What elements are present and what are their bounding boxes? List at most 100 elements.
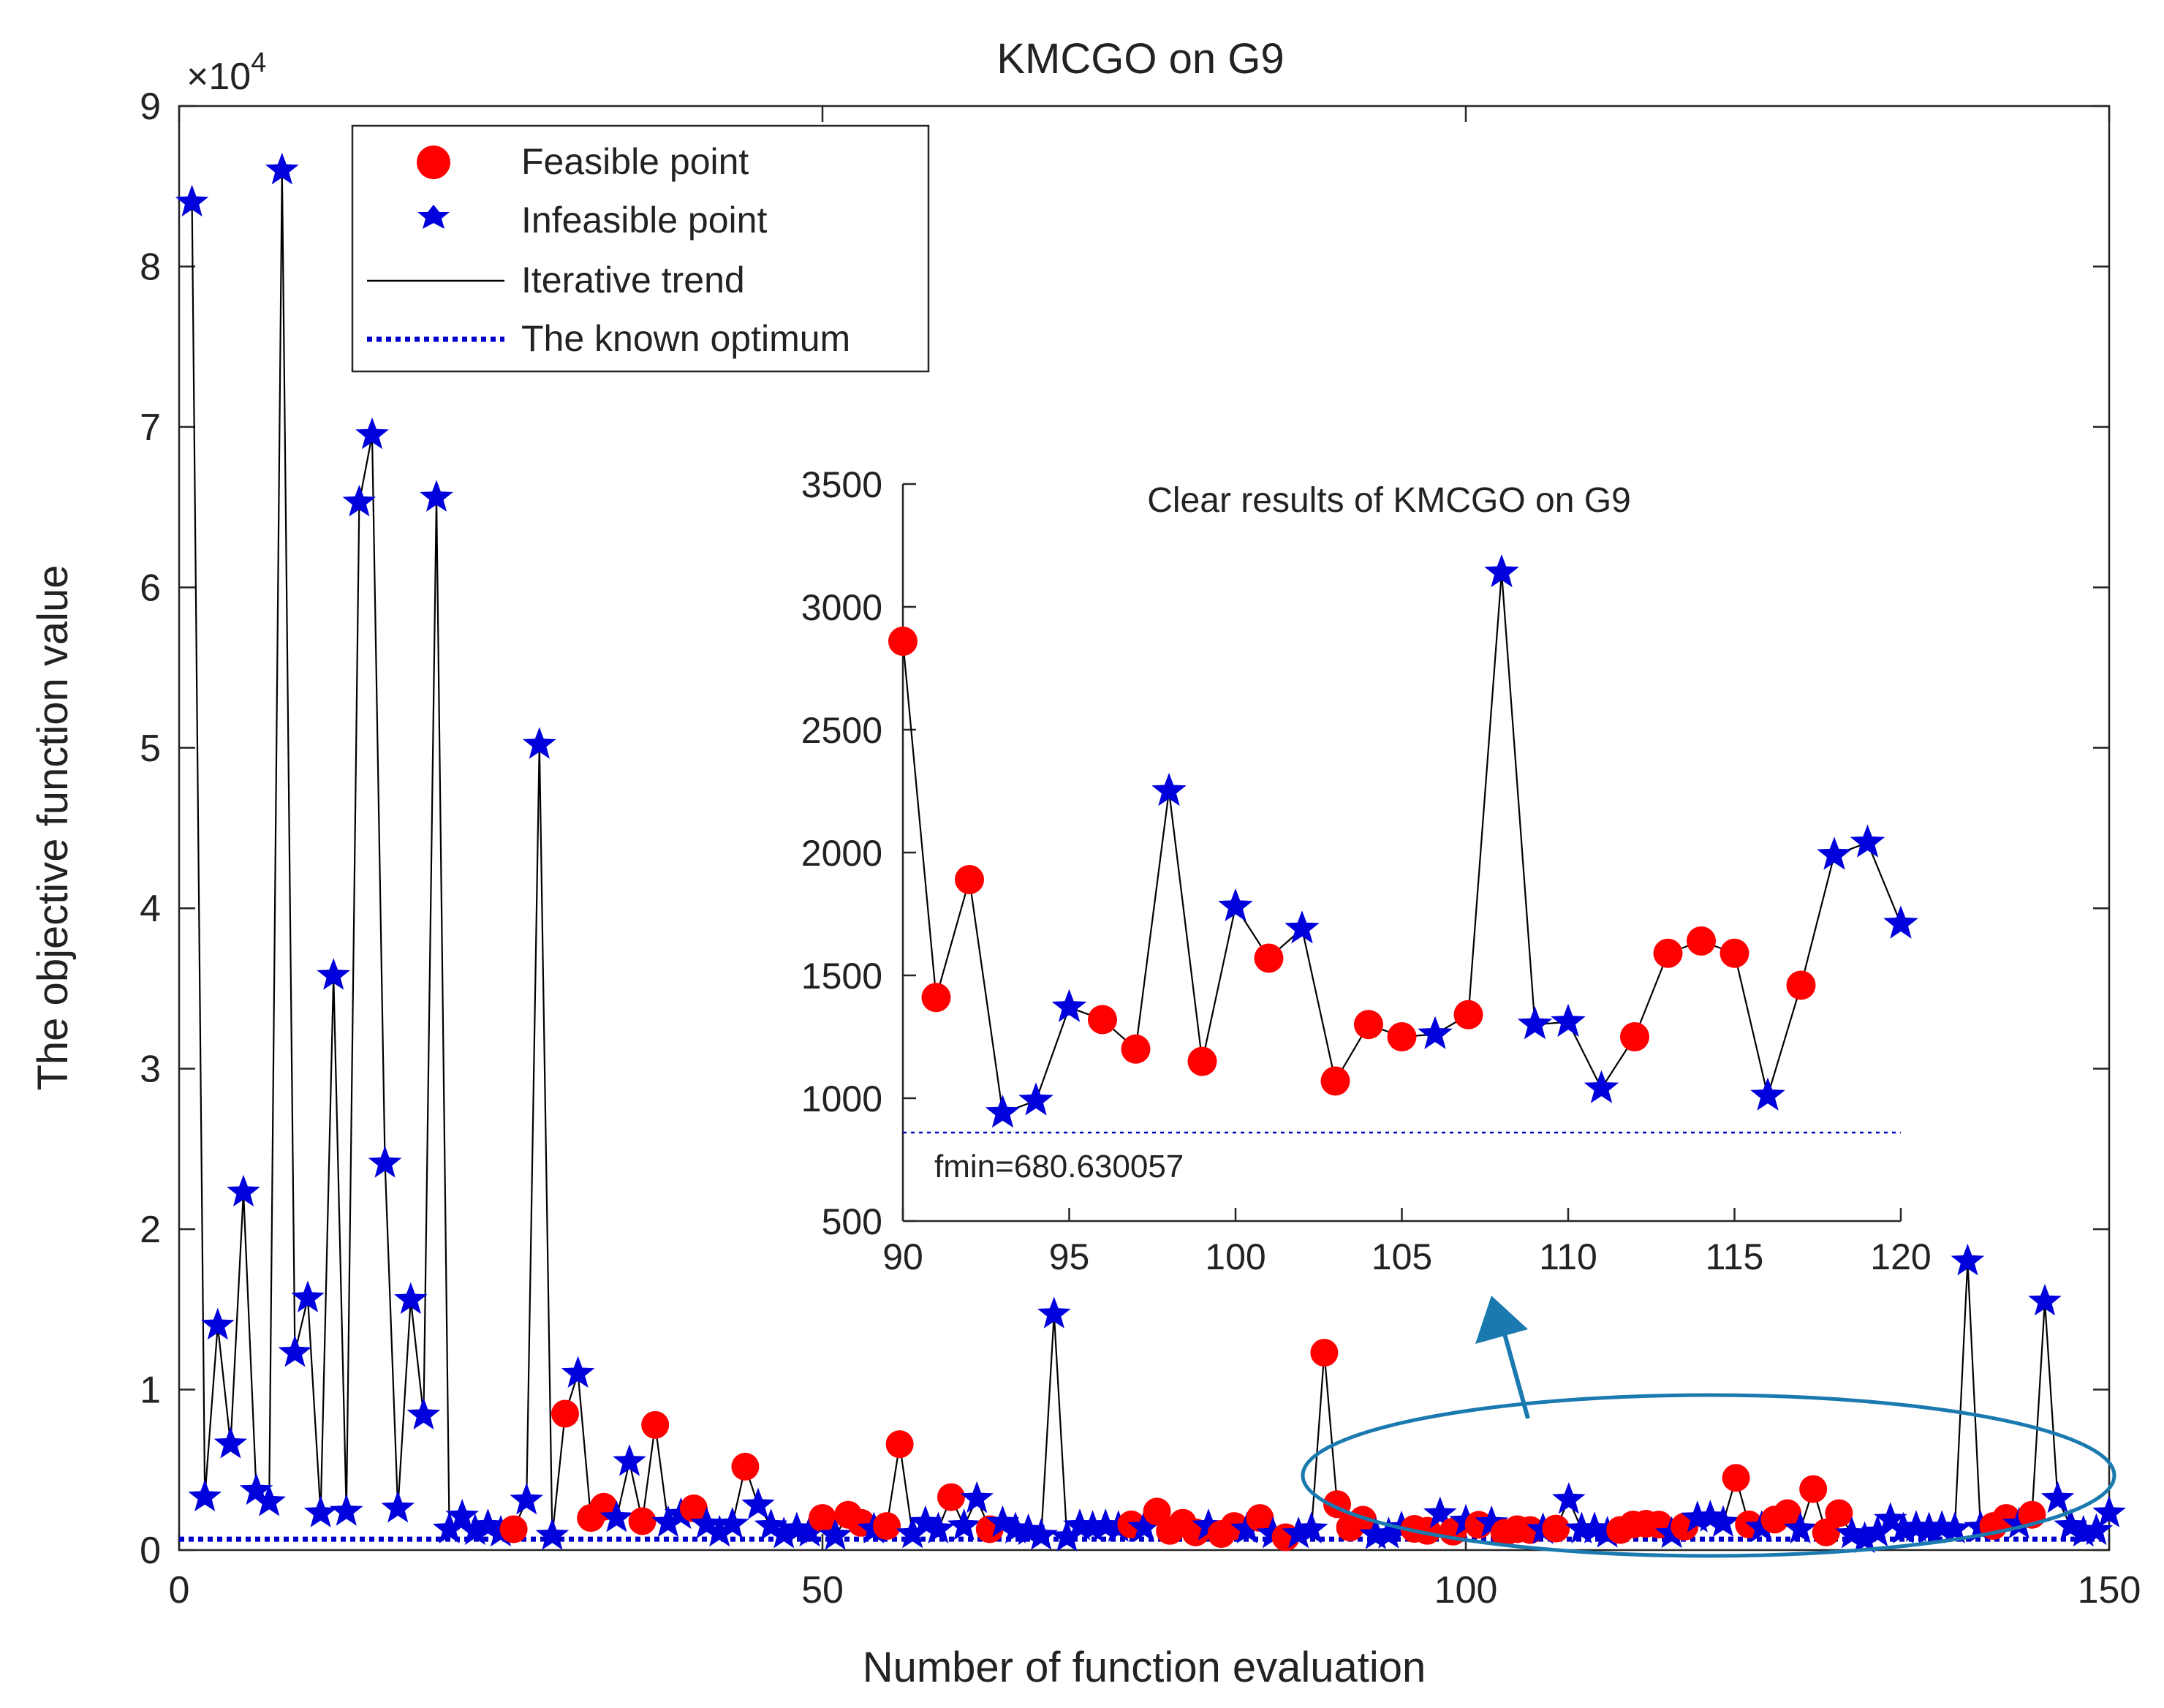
main-y-tick-label: 7 — [140, 407, 161, 449]
infeasible-point — [291, 1280, 325, 1312]
fmin-annotation: fmin=680.630057 — [934, 1149, 1184, 1184]
main-y-tick-label: 6 — [140, 567, 161, 609]
inset-x-tick-label: 90 — [882, 1236, 923, 1277]
infeasible-point — [1192, 1508, 1225, 1541]
inset-x-tick-label: 110 — [1539, 1236, 1597, 1277]
infeasible-point — [985, 1505, 1020, 1538]
infeasible-point — [1075, 1510, 1110, 1542]
inset-x-tick-label: 120 — [1870, 1236, 1931, 1277]
infeasible-point — [1475, 1505, 1508, 1538]
infeasible-point — [1230, 1511, 1264, 1543]
infeasible-point — [213, 1427, 248, 1459]
main-y-tick-label: 4 — [140, 888, 161, 930]
infeasible-point — [909, 1505, 942, 1538]
infeasible-point — [754, 1508, 788, 1541]
main-y-tick-label: 0 — [140, 1530, 161, 1572]
feasible-point — [873, 1512, 901, 1541]
legend-infeasible-marker — [417, 205, 450, 229]
inset-feasible-point — [888, 627, 918, 657]
infeasible-point — [1861, 1514, 1894, 1547]
main-x-tick-label: 100 — [1434, 1569, 1498, 1611]
inset-x-tick-label: 105 — [1372, 1236, 1432, 1277]
main-x-tick-label: 50 — [801, 1569, 844, 1611]
inset-infeasible-point — [1151, 773, 1187, 806]
infeasible-point — [510, 1483, 543, 1515]
infeasible-point — [278, 1335, 312, 1367]
inset-infeasible-point — [1484, 554, 1519, 588]
inset-x-tick-label: 100 — [1205, 1236, 1266, 1277]
infeasible-point — [1681, 1500, 1714, 1533]
infeasible-point — [792, 1514, 827, 1547]
inset-y-tick-label: 1000 — [801, 1078, 882, 1119]
inset-feasible-point — [1088, 1005, 1117, 1035]
main-y-tick-label: 3 — [140, 1048, 161, 1091]
legend: Feasible point Infeasible point Iterativ… — [351, 124, 930, 373]
infeasible-point — [1359, 1517, 1393, 1549]
infeasible-point — [767, 1516, 801, 1549]
inset-feasible-point — [1620, 1022, 1649, 1051]
infeasible-point — [1372, 1516, 1406, 1549]
inset-y-tick-label: 3000 — [801, 587, 882, 628]
infeasible-point — [239, 1473, 273, 1505]
zoom-ellipse — [1301, 1393, 2116, 1558]
main-x-tick-label: 0 — [169, 1569, 190, 1611]
inset-infeasible-point — [1883, 905, 1918, 939]
inset-feasible-point — [1320, 1066, 1350, 1096]
inset-infeasible-point — [1517, 1006, 1553, 1040]
inset-markers — [888, 554, 1918, 1128]
infeasible-point — [1886, 1511, 1921, 1543]
infeasible-point — [1654, 1516, 1689, 1549]
feasible-point — [809, 1504, 836, 1533]
infeasible-point — [252, 1484, 286, 1516]
feasible-point — [499, 1515, 528, 1543]
inset-infeasible-point — [985, 1095, 1021, 1128]
infeasible-point — [818, 1518, 852, 1550]
infeasible-point — [2054, 1508, 2087, 1541]
infeasible-point — [1011, 1513, 1045, 1546]
inset-feasible-point — [1653, 938, 1683, 968]
inset-infeasible-point — [1817, 836, 1852, 870]
inset-infeasible-point — [1584, 1070, 1619, 1103]
infeasible-point — [1423, 1496, 1457, 1528]
infeasible-point — [2040, 1481, 2075, 1514]
inset-feasible-point — [1786, 970, 1816, 1000]
y-exponent-power: 4 — [251, 48, 266, 78]
feasible-point — [1542, 1514, 1570, 1543]
inset-y-tick-label: 2500 — [801, 710, 882, 751]
inset-infeasible-point — [1850, 824, 1885, 858]
inset-feasible-point — [1387, 1022, 1417, 1051]
inset-ticks: 90 95 100 105 110 115 120 500 1000 1500 2000 2500 30… — [801, 464, 1932, 1277]
inset-feasible-point — [921, 983, 951, 1013]
feasible-point — [731, 1452, 760, 1481]
infeasible-point — [896, 1516, 929, 1549]
infeasible-point — [1835, 1516, 1869, 1549]
infeasible-point — [2079, 1513, 2114, 1546]
inset-feasible-point — [955, 864, 984, 894]
y-axis-label: The objective function value — [29, 565, 77, 1091]
main-y-tick-label: 5 — [140, 728, 161, 770]
inset-infeasible-point — [1018, 1082, 1053, 1116]
infeasible-point — [188, 1479, 222, 1511]
inset-feasible-point — [1720, 938, 1749, 968]
feasible-point — [885, 1430, 914, 1459]
infeasible-point — [703, 1514, 736, 1547]
infeasible-point — [1295, 1511, 1328, 1543]
inset-feasible-point — [1687, 926, 1716, 956]
infeasible-point — [921, 1511, 956, 1543]
main-markers — [175, 152, 2126, 1554]
infeasible-point — [1127, 1510, 1161, 1542]
infeasible-point — [1847, 1521, 1882, 1554]
feasible-point — [937, 1483, 965, 1511]
infeasible-point — [1578, 1511, 1611, 1543]
feasible-point — [628, 1507, 657, 1535]
x-axis-label: Number of function evaluation — [863, 1644, 1426, 1691]
inset-y-tick-label: 3500 — [801, 464, 882, 505]
infeasible-point — [317, 958, 350, 990]
inset-infeasible-point — [1750, 1077, 1785, 1111]
main-y-tick-label: 9 — [140, 86, 161, 128]
infeasible-point — [175, 184, 209, 217]
main-x-tick-label: 150 — [2078, 1569, 2141, 1611]
infeasible-point — [330, 1494, 363, 1526]
infeasible-point — [2092, 1495, 2126, 1527]
